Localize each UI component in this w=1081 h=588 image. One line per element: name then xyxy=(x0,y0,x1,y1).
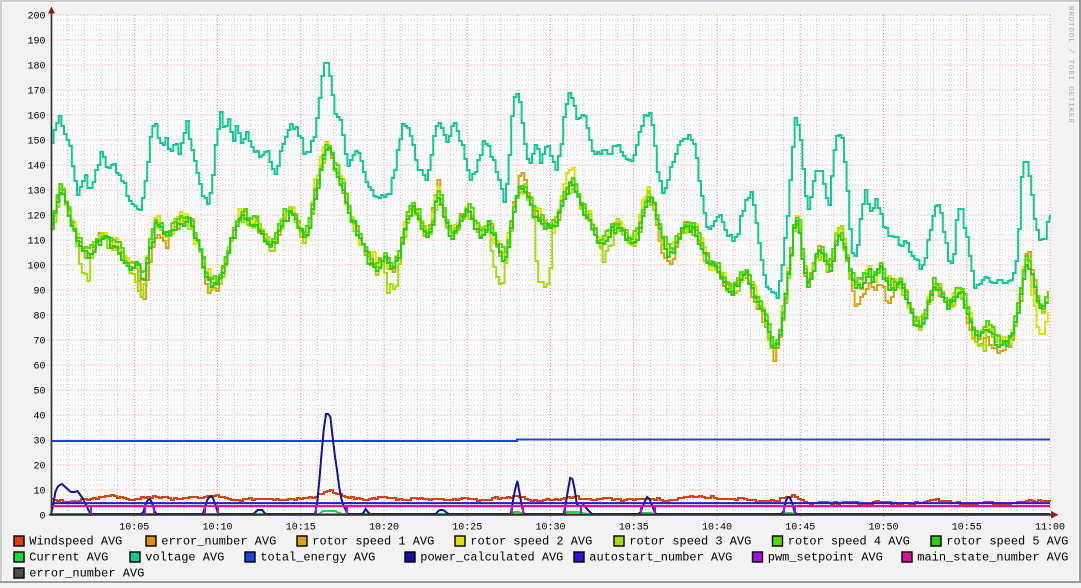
svg-text:rotor speed 2 AVG: rotor speed 2 AVG xyxy=(470,535,592,549)
svg-text:rotor speed 1 AVG: rotor speed 1 AVG xyxy=(312,535,434,549)
svg-text:80: 80 xyxy=(33,312,45,323)
svg-text:Windspeed AVG: Windspeed AVG xyxy=(29,535,122,549)
svg-text:10:20: 10:20 xyxy=(369,523,399,534)
svg-text:50: 50 xyxy=(33,387,45,398)
svg-text:90: 90 xyxy=(33,287,45,298)
svg-text:0: 0 xyxy=(39,512,45,523)
svg-text:10:50: 10:50 xyxy=(868,523,898,534)
svg-text:150: 150 xyxy=(27,137,45,148)
svg-text:power_calculated AVG: power_calculated AVG xyxy=(420,551,563,565)
svg-text:RRDTOOL / TOBI OETIKER: RRDTOOL / TOBI OETIKER xyxy=(1066,6,1074,124)
svg-text:main_state_number AVG: main_state_number AVG xyxy=(917,551,1068,565)
svg-text:Current AVG: Current AVG xyxy=(29,551,108,565)
svg-text:110: 110 xyxy=(27,237,45,248)
svg-text:30: 30 xyxy=(33,437,45,448)
svg-text:10:05: 10:05 xyxy=(119,523,149,534)
svg-text:40: 40 xyxy=(33,412,45,423)
svg-text:voltage AVG: voltage AVG xyxy=(145,551,224,565)
svg-text:autostart_number AVG: autostart_number AVG xyxy=(589,551,732,565)
svg-text:180: 180 xyxy=(27,62,45,73)
svg-text:60: 60 xyxy=(33,362,45,373)
svg-text:190: 190 xyxy=(27,37,45,48)
svg-text:total_energy AVG: total_energy AVG xyxy=(260,551,375,565)
svg-text:error_number AVG: error_number AVG xyxy=(161,535,276,549)
svg-text:160: 160 xyxy=(27,112,45,123)
svg-text:rotor speed 4 AVG: rotor speed 4 AVG xyxy=(788,535,910,549)
svg-text:10:55: 10:55 xyxy=(952,523,982,534)
svg-text:10:45: 10:45 xyxy=(785,523,815,534)
svg-text:10:30: 10:30 xyxy=(535,523,565,534)
svg-text:70: 70 xyxy=(33,337,45,348)
svg-text:11:00: 11:00 xyxy=(1035,523,1065,534)
svg-text:10:25: 10:25 xyxy=(452,523,482,534)
svg-text:130: 130 xyxy=(27,187,45,198)
svg-text:10:35: 10:35 xyxy=(619,523,649,534)
svg-text:pwm_setpoint AVG: pwm_setpoint AVG xyxy=(768,551,883,565)
svg-text:120: 120 xyxy=(27,212,45,223)
svg-text:10:15: 10:15 xyxy=(286,523,316,534)
svg-text:140: 140 xyxy=(27,162,45,173)
svg-text:rotor speed 5 AVG: rotor speed 5 AVG xyxy=(946,535,1068,549)
svg-text:10:40: 10:40 xyxy=(702,523,732,534)
svg-text:20: 20 xyxy=(33,462,45,473)
svg-text:10: 10 xyxy=(33,487,45,498)
svg-text:200: 200 xyxy=(27,12,45,23)
svg-text:100: 100 xyxy=(27,262,45,273)
svg-text:rotor speed 3 AVG: rotor speed 3 AVG xyxy=(629,535,751,549)
svg-text:170: 170 xyxy=(27,87,45,98)
svg-text:10:10: 10:10 xyxy=(202,523,232,534)
svg-text:error_number AVG: error_number AVG xyxy=(29,567,144,581)
